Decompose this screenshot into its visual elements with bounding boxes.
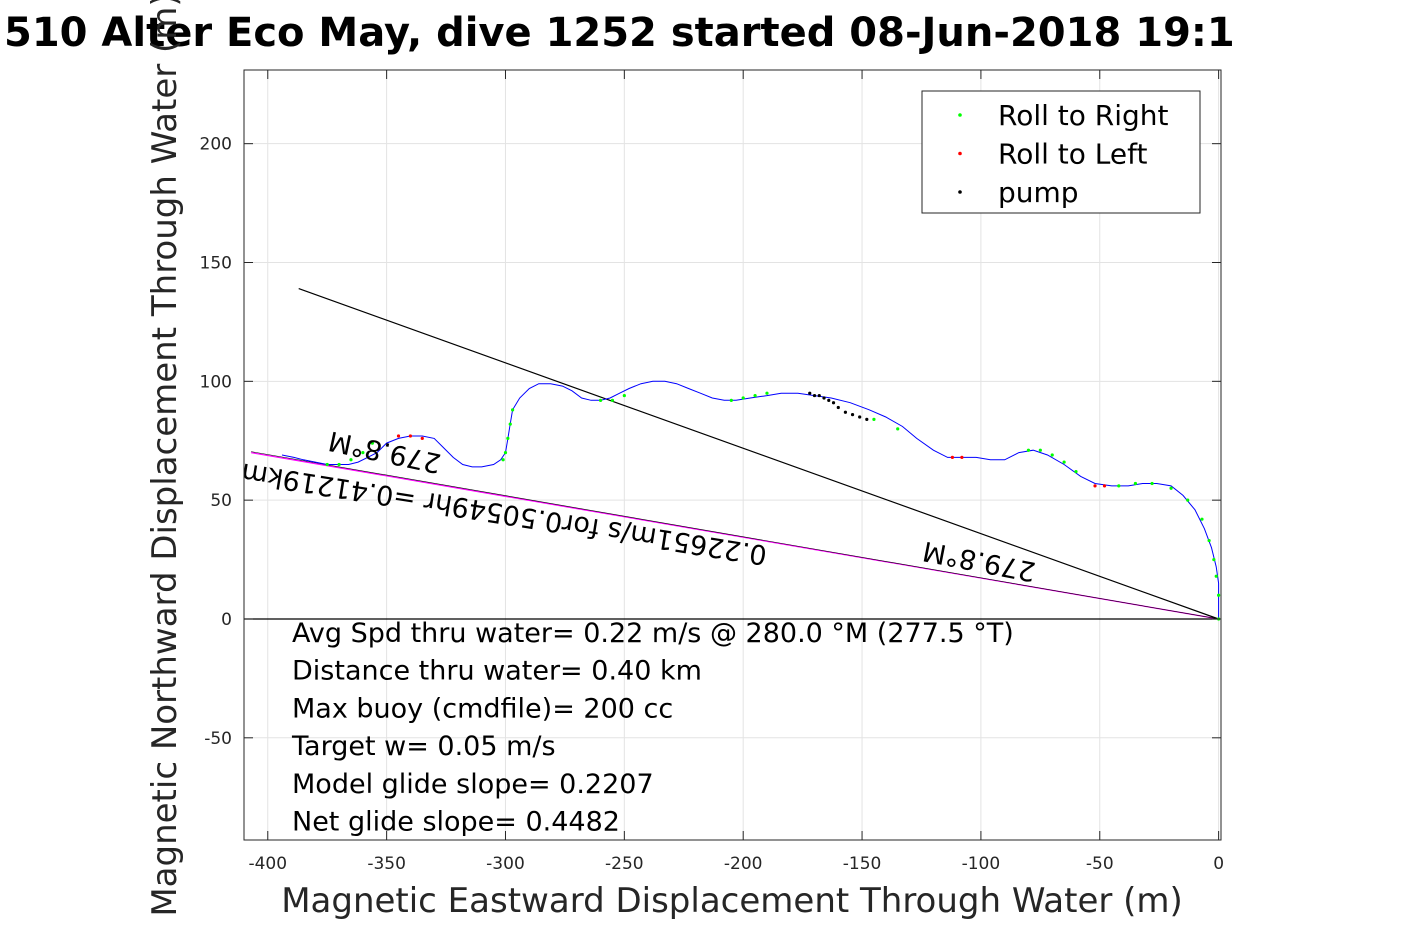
roll-right-point (1214, 574, 1218, 578)
roll-right-point (1169, 486, 1173, 490)
info-line: Distance thru water= 0.40 km (292, 656, 702, 687)
heading-line (298, 288, 1219, 620)
pump-point (865, 417, 869, 421)
info-line: Net glide slope= 0.4482 (292, 807, 620, 838)
pump-point (808, 391, 812, 395)
y-tick-label: 150 (200, 254, 232, 274)
y-tick-label: 50 (210, 491, 232, 511)
roll-left-point (1093, 484, 1097, 488)
roll-right-point (1050, 453, 1054, 457)
y-tick-label: 200 (200, 135, 232, 155)
x-tick-label: -250 (605, 854, 644, 874)
roll-right-point (753, 393, 757, 398)
roll-right-point (325, 462, 329, 467)
x-tick-label: -300 (486, 854, 525, 874)
x-tick-label: -200 (724, 854, 763, 874)
x-tick-label: -350 (367, 854, 406, 874)
y-tick-label: 0 (221, 610, 232, 630)
roll-right-point (1150, 481, 1154, 486)
roll-right-point (1207, 538, 1211, 543)
ticks: -400 -350 -300 -250 -200 -150 -100 -50 0 -50 0 50 10… (200, 70, 1224, 874)
legend-marker (958, 151, 962, 156)
roll-right-point (1038, 448, 1042, 452)
info-block: Avg Spd thru water= 0.22 m/s @ 280.0 °M … (291, 618, 1014, 838)
pump-point (817, 393, 821, 398)
pump-point (827, 398, 831, 402)
roll-right-point (598, 398, 603, 402)
roll-right-point (506, 436, 510, 440)
pump-point (850, 412, 855, 417)
pump-point (822, 396, 826, 400)
legend-label: pump (998, 176, 1079, 209)
x-tick-label: -50 (1086, 854, 1114, 874)
legend-label: Roll to Left (998, 138, 1147, 171)
roll-right-point (896, 427, 900, 431)
pump-point (831, 401, 836, 405)
info-line: Model glide slope= 0.2207 (292, 769, 654, 800)
roll-right-point (361, 451, 365, 455)
x-tick-label: -100 (962, 854, 1001, 874)
info-line: Max buoy (cmdfile)= 200 cc (292, 693, 673, 724)
track-line (281, 380, 1220, 619)
roll-right-point (1186, 498, 1190, 502)
roll-left-point (408, 434, 412, 438)
roll-right-point (729, 398, 733, 402)
roll-right-point (349, 458, 353, 462)
roll-right-point (622, 393, 626, 398)
axes-box (243, 69, 1222, 841)
roll-right-point (1200, 517, 1204, 521)
x-axis-label: Magnetic Eastward Displacement Through W… (281, 881, 1183, 921)
pump-point (836, 405, 840, 410)
roll-right-point (1217, 593, 1221, 597)
roll-right-point (1133, 481, 1138, 486)
info-line: Target w= 0.05 m/s (291, 731, 556, 762)
roll-left-point (960, 455, 964, 459)
roll-right-point (370, 441, 374, 445)
roll-right-point (1062, 460, 1066, 464)
roll-left-point (396, 434, 401, 438)
roll-left-point (1102, 484, 1107, 488)
series-layer (244, 288, 1221, 621)
pump-point (812, 393, 817, 398)
roll-right-point (508, 422, 512, 426)
pump-point (858, 415, 862, 419)
roll-right-point (1074, 470, 1078, 474)
roll-right-point (1212, 557, 1216, 562)
roll-right-point (610, 398, 615, 402)
x-tick-label: 0 (1213, 854, 1224, 874)
legend-marker (958, 190, 962, 194)
roll-right-point (503, 451, 508, 455)
info-line: Avg Spd thru water= 0.22 m/s @ 280.0 °M … (292, 618, 1014, 649)
y-axis-label: Magnetic Northward Displacement Through … (145, 0, 185, 917)
net-displacement-line-outline (251, 451, 1219, 620)
x-tick-label: -400 (248, 854, 287, 874)
pump-point (843, 410, 848, 414)
roll-left-point (420, 436, 424, 440)
legend-label: Roll to Right (998, 99, 1169, 132)
legend: Roll to Right Roll to Left pump (921, 90, 1201, 214)
roll-right-point (1026, 448, 1031, 452)
roll-right-point (741, 396, 745, 400)
x-tick-label: -150 (843, 854, 882, 874)
legend-box (921, 90, 1201, 214)
roll-right-point (501, 458, 505, 462)
roll-right-point (872, 417, 876, 421)
roll-right-point (1117, 484, 1121, 488)
y-tick-label: 100 (200, 372, 232, 392)
roll-right-point (337, 462, 341, 467)
chart-title: 510 Alter Eco May, dive 1252 started 08-… (4, 10, 1235, 56)
legend-marker (958, 113, 962, 117)
roll-right-point (765, 391, 769, 395)
roll-right-point (511, 408, 515, 412)
y-tick-label: -50 (204, 729, 232, 749)
roll-left-point (950, 455, 954, 459)
